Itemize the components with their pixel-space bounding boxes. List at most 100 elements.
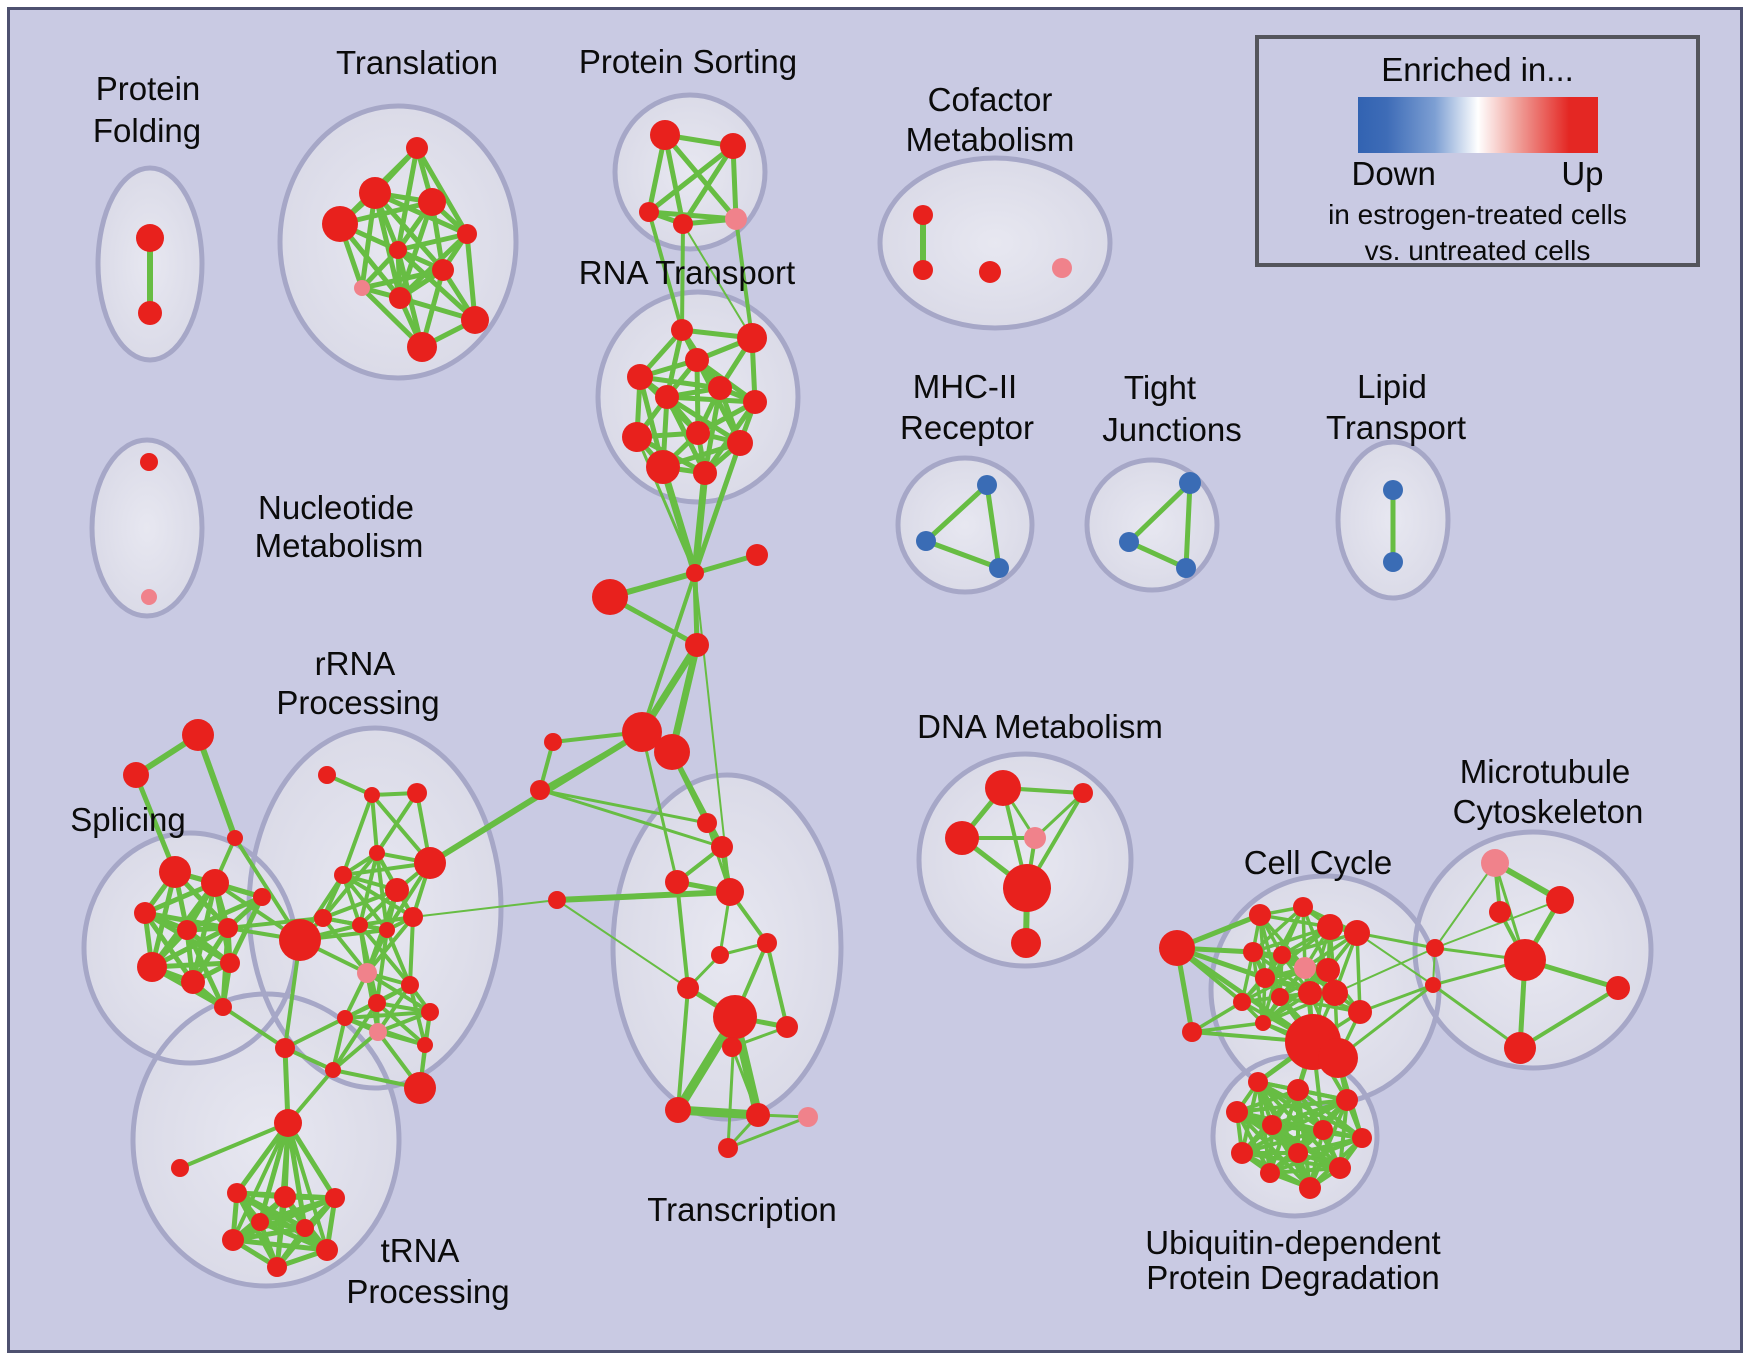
network-node[interactable] <box>1052 258 1072 278</box>
network-node[interactable] <box>1383 552 1403 572</box>
network-node[interactable] <box>977 475 997 495</box>
network-node[interactable] <box>407 332 437 362</box>
network-node[interactable] <box>776 1016 798 1038</box>
network-node[interactable] <box>1313 1120 1333 1140</box>
network-node[interactable] <box>1298 981 1322 1005</box>
network-node[interactable] <box>274 1186 296 1208</box>
network-node[interactable] <box>1273 946 1291 964</box>
network-node[interactable] <box>325 1062 341 1078</box>
network-node[interactable] <box>1287 1079 1309 1101</box>
network-node[interactable] <box>1504 939 1546 981</box>
network-node[interactable] <box>171 1159 189 1177</box>
network-node[interactable] <box>227 830 243 846</box>
network-node[interactable] <box>639 202 659 222</box>
network-node[interactable] <box>1176 558 1196 578</box>
network-node[interactable] <box>1255 1015 1271 1031</box>
network-node[interactable] <box>406 137 428 159</box>
network-node[interactable] <box>718 1138 738 1158</box>
network-node[interactable] <box>274 1109 302 1137</box>
network-node[interactable] <box>1293 897 1313 917</box>
network-node[interactable] <box>414 847 446 879</box>
network-node[interactable] <box>1243 942 1263 962</box>
network-node[interactable] <box>697 813 717 833</box>
network-node[interactable] <box>665 1097 691 1123</box>
network-node[interactable] <box>686 564 704 582</box>
network-node[interactable] <box>1011 928 1041 958</box>
network-node[interactable] <box>1317 914 1343 940</box>
network-node[interactable] <box>1119 532 1139 552</box>
network-node[interactable] <box>985 770 1021 806</box>
network-node[interactable] <box>693 461 717 485</box>
network-node[interactable] <box>713 995 757 1039</box>
network-node[interactable] <box>1260 1163 1280 1183</box>
network-node[interactable] <box>369 845 385 861</box>
network-node[interactable] <box>418 188 446 216</box>
network-node[interactable] <box>1316 958 1340 982</box>
network-node[interactable] <box>1606 976 1630 1000</box>
network-node[interactable] <box>627 364 653 390</box>
network-node[interactable] <box>913 260 933 280</box>
network-node[interactable] <box>379 922 395 938</box>
network-node[interactable] <box>737 323 767 353</box>
network-node[interactable] <box>1322 980 1348 1006</box>
network-node[interactable] <box>1383 480 1403 500</box>
network-node[interactable] <box>369 1023 387 1041</box>
network-node[interactable] <box>1179 472 1201 494</box>
network-node[interactable] <box>979 261 1001 283</box>
network-node[interactable] <box>622 712 662 752</box>
network-node[interactable] <box>716 878 744 906</box>
network-node[interactable] <box>214 998 232 1016</box>
network-node[interactable] <box>544 733 562 751</box>
network-node[interactable] <box>1024 827 1046 849</box>
network-node[interactable] <box>275 1038 295 1058</box>
network-node[interactable] <box>251 1213 269 1231</box>
network-node[interactable] <box>1262 1115 1282 1135</box>
network-node[interactable] <box>218 918 238 938</box>
network-node[interactable] <box>686 421 710 445</box>
network-node[interactable] <box>1329 1157 1351 1179</box>
network-node[interactable] <box>1481 849 1509 877</box>
network-node[interactable] <box>352 917 368 933</box>
network-node[interactable] <box>671 319 693 341</box>
network-node[interactable] <box>725 208 747 230</box>
network-node[interactable] <box>711 836 733 858</box>
network-node[interactable] <box>916 531 936 551</box>
network-node[interactable] <box>403 907 423 927</box>
network-node[interactable] <box>1231 1142 1253 1164</box>
network-node[interactable] <box>181 970 205 994</box>
network-node[interactable] <box>322 206 358 242</box>
network-node[interactable] <box>1159 930 1195 966</box>
network-node[interactable] <box>673 214 693 234</box>
network-node[interactable] <box>650 120 680 150</box>
network-node[interactable] <box>359 177 391 209</box>
network-node[interactable] <box>354 280 370 296</box>
network-node[interactable] <box>138 301 162 325</box>
network-node[interactable] <box>159 856 191 888</box>
network-node[interactable] <box>222 1229 244 1251</box>
network-node[interactable] <box>746 544 768 566</box>
network-node[interactable] <box>316 1239 338 1261</box>
network-node[interactable] <box>746 1103 770 1127</box>
network-node[interactable] <box>134 902 156 924</box>
network-node[interactable] <box>201 869 229 897</box>
network-node[interactable] <box>457 224 477 244</box>
network-node[interactable] <box>334 866 352 884</box>
network-node[interactable] <box>798 1107 818 1127</box>
network-node[interactable] <box>364 787 380 803</box>
network-node[interactable] <box>314 909 332 927</box>
network-node[interactable] <box>743 390 767 414</box>
network-node[interactable] <box>989 558 1009 578</box>
network-node[interactable] <box>720 133 746 159</box>
network-node[interactable] <box>1299 1177 1321 1199</box>
network-node[interactable] <box>1226 1101 1248 1123</box>
network-node[interactable] <box>1271 988 1289 1006</box>
network-node[interactable] <box>279 919 321 961</box>
network-node[interactable] <box>945 821 979 855</box>
network-node[interactable] <box>385 878 409 902</box>
network-node[interactable] <box>592 579 628 615</box>
network-node[interactable] <box>654 734 690 770</box>
network-node[interactable] <box>913 205 933 225</box>
network-node[interactable] <box>708 376 732 400</box>
network-node[interactable] <box>368 994 386 1012</box>
network-node[interactable] <box>461 306 489 334</box>
